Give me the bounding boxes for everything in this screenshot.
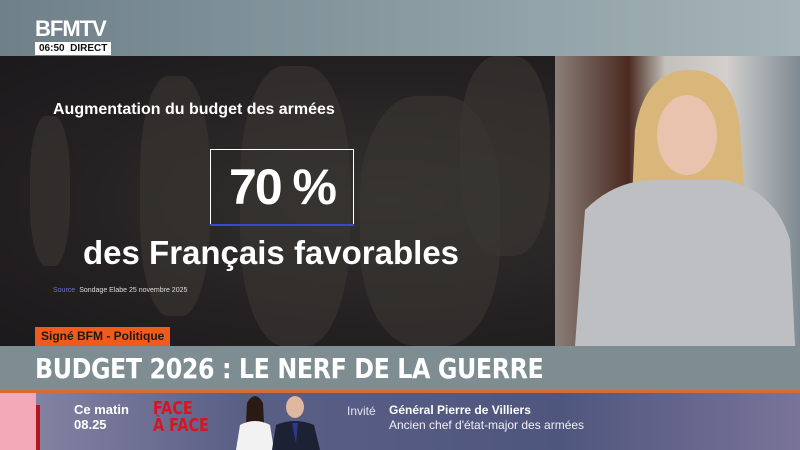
- channel-logo: BFMTV: [35, 16, 107, 41]
- guest-title: Ancien chef d'état-major des armées: [389, 418, 585, 432]
- pink-strip: [0, 393, 36, 450]
- graphic-subtitle: des Français favorables: [83, 234, 460, 271]
- percent-box: 70 %: [210, 149, 354, 225]
- guest-label: Invité: [347, 404, 376, 418]
- clock: 06:50: [39, 43, 65, 54]
- percent-value: 70 %: [229, 159, 337, 215]
- show-logo: FACE À FACE: [153, 398, 209, 436]
- top-bar: BFMTV 06:50 DIRECT: [0, 0, 800, 56]
- graphic-title: Augmentation du budget des armées: [53, 101, 335, 118]
- source-note: Source Sondage Elabe 25 novembre 2025: [53, 287, 187, 294]
- headline-bar: BUDGET 2026 : LE NERF DE LA GUERRE: [0, 346, 800, 390]
- live-label: DIRECT: [70, 43, 108, 54]
- hosts-image: [236, 396, 320, 450]
- divider: [0, 390, 800, 393]
- live-badge: 06:50 DIRECT: [35, 42, 112, 55]
- headline-text: BUDGET 2026 : LE NERF DE LA GUERRE: [35, 352, 544, 385]
- percent-underline: [210, 224, 354, 226]
- promo-when: Ce matin: [74, 402, 129, 417]
- red-accent: [36, 405, 40, 450]
- promo-schedule: Ce matin 08.25: [74, 402, 129, 432]
- promo-banner: Ce matin 08.25 FACE À FACE Invité Général …: [0, 393, 800, 450]
- presenter-image: [575, 70, 795, 346]
- promo-time: 08.25: [74, 417, 107, 432]
- guest-name: Général Pierre de Villiers: [389, 403, 531, 417]
- source-text: Sondage Elabe 25 novembre 2025: [79, 287, 188, 294]
- source-label: Source: [53, 287, 76, 294]
- show-logo-line2: À FACE: [153, 415, 209, 436]
- show-logo-line1: FACE: [153, 398, 193, 419]
- segment-tag: Signé BFM - Politique: [35, 327, 171, 346]
- soldiers-graphic: Augmentation du budget des armées 70 % d…: [0, 56, 555, 346]
